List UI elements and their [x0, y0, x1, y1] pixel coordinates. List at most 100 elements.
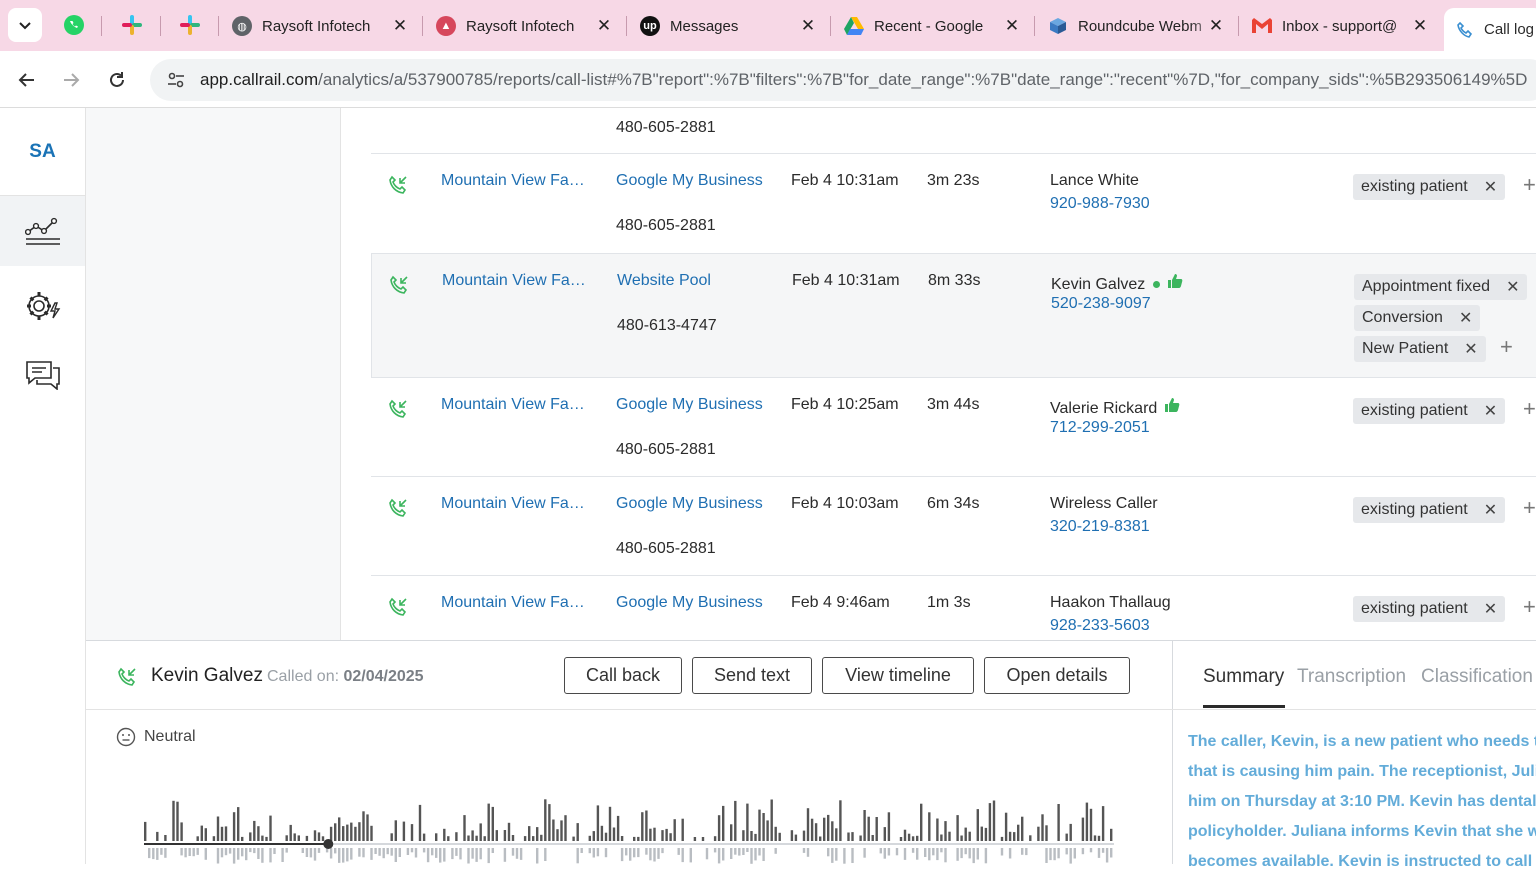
tab-transcription[interactable]: Transcription: [1297, 666, 1407, 687]
browser-tab-active[interactable]: Call log: [1444, 8, 1536, 51]
caller-phone-link[interactable]: 320-219-8381: [1050, 518, 1150, 535]
waveform-bar-agent: [859, 835, 862, 841]
waveform-bar-agent: [1089, 808, 1093, 841]
tag-chip: existing patient ✕: [1353, 497, 1506, 523]
table-row[interactable]: Mountain View Fa… Google My Business 480…: [371, 154, 1536, 254]
address-bar[interactable]: app.callrail.com/analytics/a/537900785/r…: [150, 59, 1536, 101]
company-link[interactable]: Mountain View Fa…: [441, 495, 585, 512]
table-row[interactable]: Mountain View Fa… Website Pool 480-613-4…: [371, 254, 1536, 378]
account-avatar[interactable]: SA: [0, 108, 85, 196]
remove-tag-icon[interactable]: ✕: [1483, 403, 1498, 420]
source-link[interactable]: Google My Business: [616, 396, 763, 413]
table-row[interactable]: Mountain View Fa… Google My Business Feb…: [371, 576, 1536, 640]
tab-search-button[interactable]: [8, 8, 42, 42]
waveform-bar-caller: [911, 848, 915, 853]
app-nav-rail: SA: [0, 108, 86, 864]
caller-phone-link[interactable]: 928-233-5603: [1050, 617, 1150, 634]
waveform-bar-agent: [390, 833, 393, 841]
close-icon[interactable]: ✕: [392, 16, 408, 35]
waveform-bar-caller: [956, 848, 959, 861]
close-icon[interactable]: ✕: [1208, 16, 1224, 35]
browser-tab-3[interactable]: Recent - Google ✕: [836, 8, 1032, 44]
whatsapp-icon: [64, 15, 84, 35]
waveform-bar-caller: [370, 848, 373, 860]
close-icon[interactable]: ✕: [596, 16, 612, 35]
send-text-button[interactable]: Send text: [692, 657, 812, 694]
waveform-bar-caller: [350, 848, 353, 860]
waveform-bar-agent: [653, 827, 656, 841]
waveform-bar-agent: [338, 817, 341, 841]
remove-tag-icon[interactable]: ✕: [1506, 279, 1520, 296]
company-link[interactable]: Mountain View Fa…: [441, 594, 585, 611]
back-button[interactable]: [10, 63, 44, 97]
table-row[interactable]: Mountain View Fa… Google My Business 480…: [371, 477, 1536, 576]
nav-settings[interactable]: [0, 271, 85, 341]
playback-scrubber: [323, 839, 334, 849]
gmail-icon: [1252, 16, 1272, 36]
company-link[interactable]: Mountain View Fa…: [441, 396, 585, 413]
browser-tab-2[interactable]: up Messages ✕: [632, 8, 828, 44]
caller-phone-link[interactable]: 712-299-2051: [1050, 419, 1150, 436]
close-icon[interactable]: ✕: [1004, 16, 1020, 35]
source-link[interactable]: Google My Business: [616, 495, 763, 512]
waveform-bar-agent: [956, 815, 959, 841]
waveform-bar-agent: [342, 826, 345, 841]
remove-tag-icon[interactable]: ✕: [1458, 310, 1473, 327]
close-icon[interactable]: ✕: [1412, 16, 1428, 35]
browser-tab-0[interactable]: ◍ Raysoft Infotech ✕: [224, 8, 420, 44]
tab-classification[interactable]: Classification: [1421, 666, 1533, 687]
open-details-button[interactable]: Open details: [984, 657, 1130, 694]
call-duration: 3m 44s: [927, 396, 980, 413]
url-text[interactable]: app.callrail.com/analytics/a/537900785/r…: [200, 70, 1528, 89]
remove-tag-icon[interactable]: ✕: [1483, 179, 1498, 196]
source-link[interactable]: Google My Business: [616, 594, 763, 611]
source-link[interactable]: Website Pool: [617, 272, 711, 289]
reload-button[interactable]: [100, 63, 134, 97]
view-timeline-button[interactable]: View timeline: [822, 657, 974, 694]
add-tag-icon[interactable]: +: [1523, 396, 1536, 421]
call-back-button[interactable]: Call back: [564, 657, 682, 694]
pinned-tab-whatsapp[interactable]: [54, 10, 94, 40]
waveform-bar-caller: [677, 848, 680, 855]
remove-tag-icon[interactable]: ✕: [1464, 341, 1478, 358]
site-info-icon[interactable]: [162, 66, 190, 94]
table-row[interactable]: Mountain View Fa… Google My Business 480…: [371, 378, 1536, 477]
waveform-bar-agent: [487, 803, 490, 841]
browser-tab-4[interactable]: Roundcube Webm ✕: [1040, 8, 1236, 44]
add-tag-icon[interactable]: +: [1500, 334, 1513, 359]
add-tag-icon[interactable]: +: [1523, 172, 1536, 197]
pinned-tab-slack-1[interactable]: [112, 10, 152, 40]
pinned-tab-slack-2[interactable]: [170, 10, 210, 40]
table-row[interactable]: 480-605-2881 918-224-1814: [371, 108, 1536, 154]
waveform-bar-caller: [515, 848, 519, 859]
call-summary-text: The caller, Kevin, is a new patient who …: [1188, 733, 1536, 870]
waveform-bar-agent: [883, 827, 886, 841]
waveform-bar-caller: [633, 848, 636, 858]
call-date: Feb 4 9:46am: [791, 594, 890, 611]
audio-waveform[interactable]: [144, 796, 1114, 865]
remove-tag-icon[interactable]: ✕: [1483, 502, 1498, 519]
add-tag-icon[interactable]: +: [1523, 495, 1536, 520]
waveform-bar-caller: [253, 848, 256, 854]
add-tag-icon[interactable]: +: [1523, 594, 1536, 619]
waveform-bar-agent: [507, 822, 511, 841]
nav-analytics[interactable]: [0, 196, 85, 266]
waveform-bar-agent: [887, 812, 891, 841]
waveform-bar-agent: [600, 825, 604, 841]
tab-summary[interactable]: Summary: [1203, 666, 1285, 687]
source-link[interactable]: Google My Business: [616, 172, 763, 189]
waveform-bar-agent: [220, 826, 224, 841]
company-link[interactable]: Mountain View Fa…: [441, 172, 585, 189]
browser-tab-5[interactable]: Inbox - support@ ✕: [1244, 8, 1440, 44]
caller-phone-link[interactable]: 520-238-9097: [1051, 295, 1151, 312]
browser-tab-1[interactable]: ▲ Raysoft Infotech ✕: [428, 8, 624, 44]
waveform-bar-caller: [653, 848, 656, 862]
caller-phone-link[interactable]: 920-988-7930: [1050, 195, 1150, 212]
company-link[interactable]: Mountain View Fa…: [442, 272, 586, 289]
remove-tag-icon[interactable]: ✕: [1483, 601, 1498, 618]
waveform-bar-caller: [334, 848, 337, 854]
forward-button[interactable]: [54, 63, 88, 97]
waveform-bar-agent: [960, 835, 963, 841]
close-icon[interactable]: ✕: [800, 16, 816, 35]
nav-conversations[interactable]: [0, 340, 85, 410]
